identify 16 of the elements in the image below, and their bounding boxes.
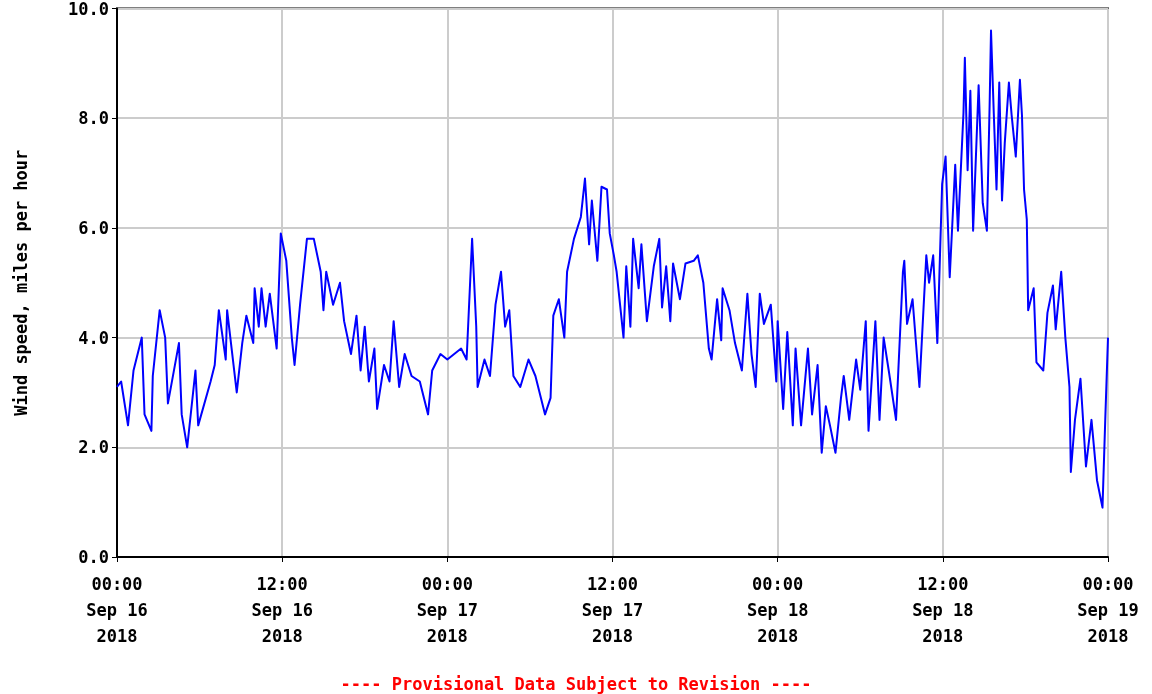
x-tick-label: 00:00 Sep 18 2018 <box>746 574 809 646</box>
text: ---- Provisional Data Subject to Revision ---- <box>340 673 812 694</box>
x-tick-label: 00:00 Sep 19 2018 <box>1077 574 1139 646</box>
y-axis-title: Wind speed, miles per hour <box>10 149 31 416</box>
y-tick-label: 0.0 <box>78 547 109 567</box>
y-tick-label: 2.0 <box>78 437 109 458</box>
x-tick-label: 00:00 Sep 17 2018 <box>416 574 479 646</box>
line-series <box>116 29 1109 509</box>
y-tick-label: 4.0 <box>78 327 109 348</box>
y-tick-label: 6.0 <box>78 217 109 238</box>
y-tick-label: 10.0 <box>68 0 109 19</box>
y-tick-label: 8.0 <box>78 108 109 129</box>
x-tick-label: 12:00 Sep 18 2018 <box>912 574 974 646</box>
x-tick-label: 00:00 Sep 16 2018 <box>86 574 148 646</box>
x-tick-label: 12:00 Sep 17 2018 <box>581 574 644 646</box>
x-tick-label: 12:00 Sep 16 2018 <box>251 574 313 646</box>
